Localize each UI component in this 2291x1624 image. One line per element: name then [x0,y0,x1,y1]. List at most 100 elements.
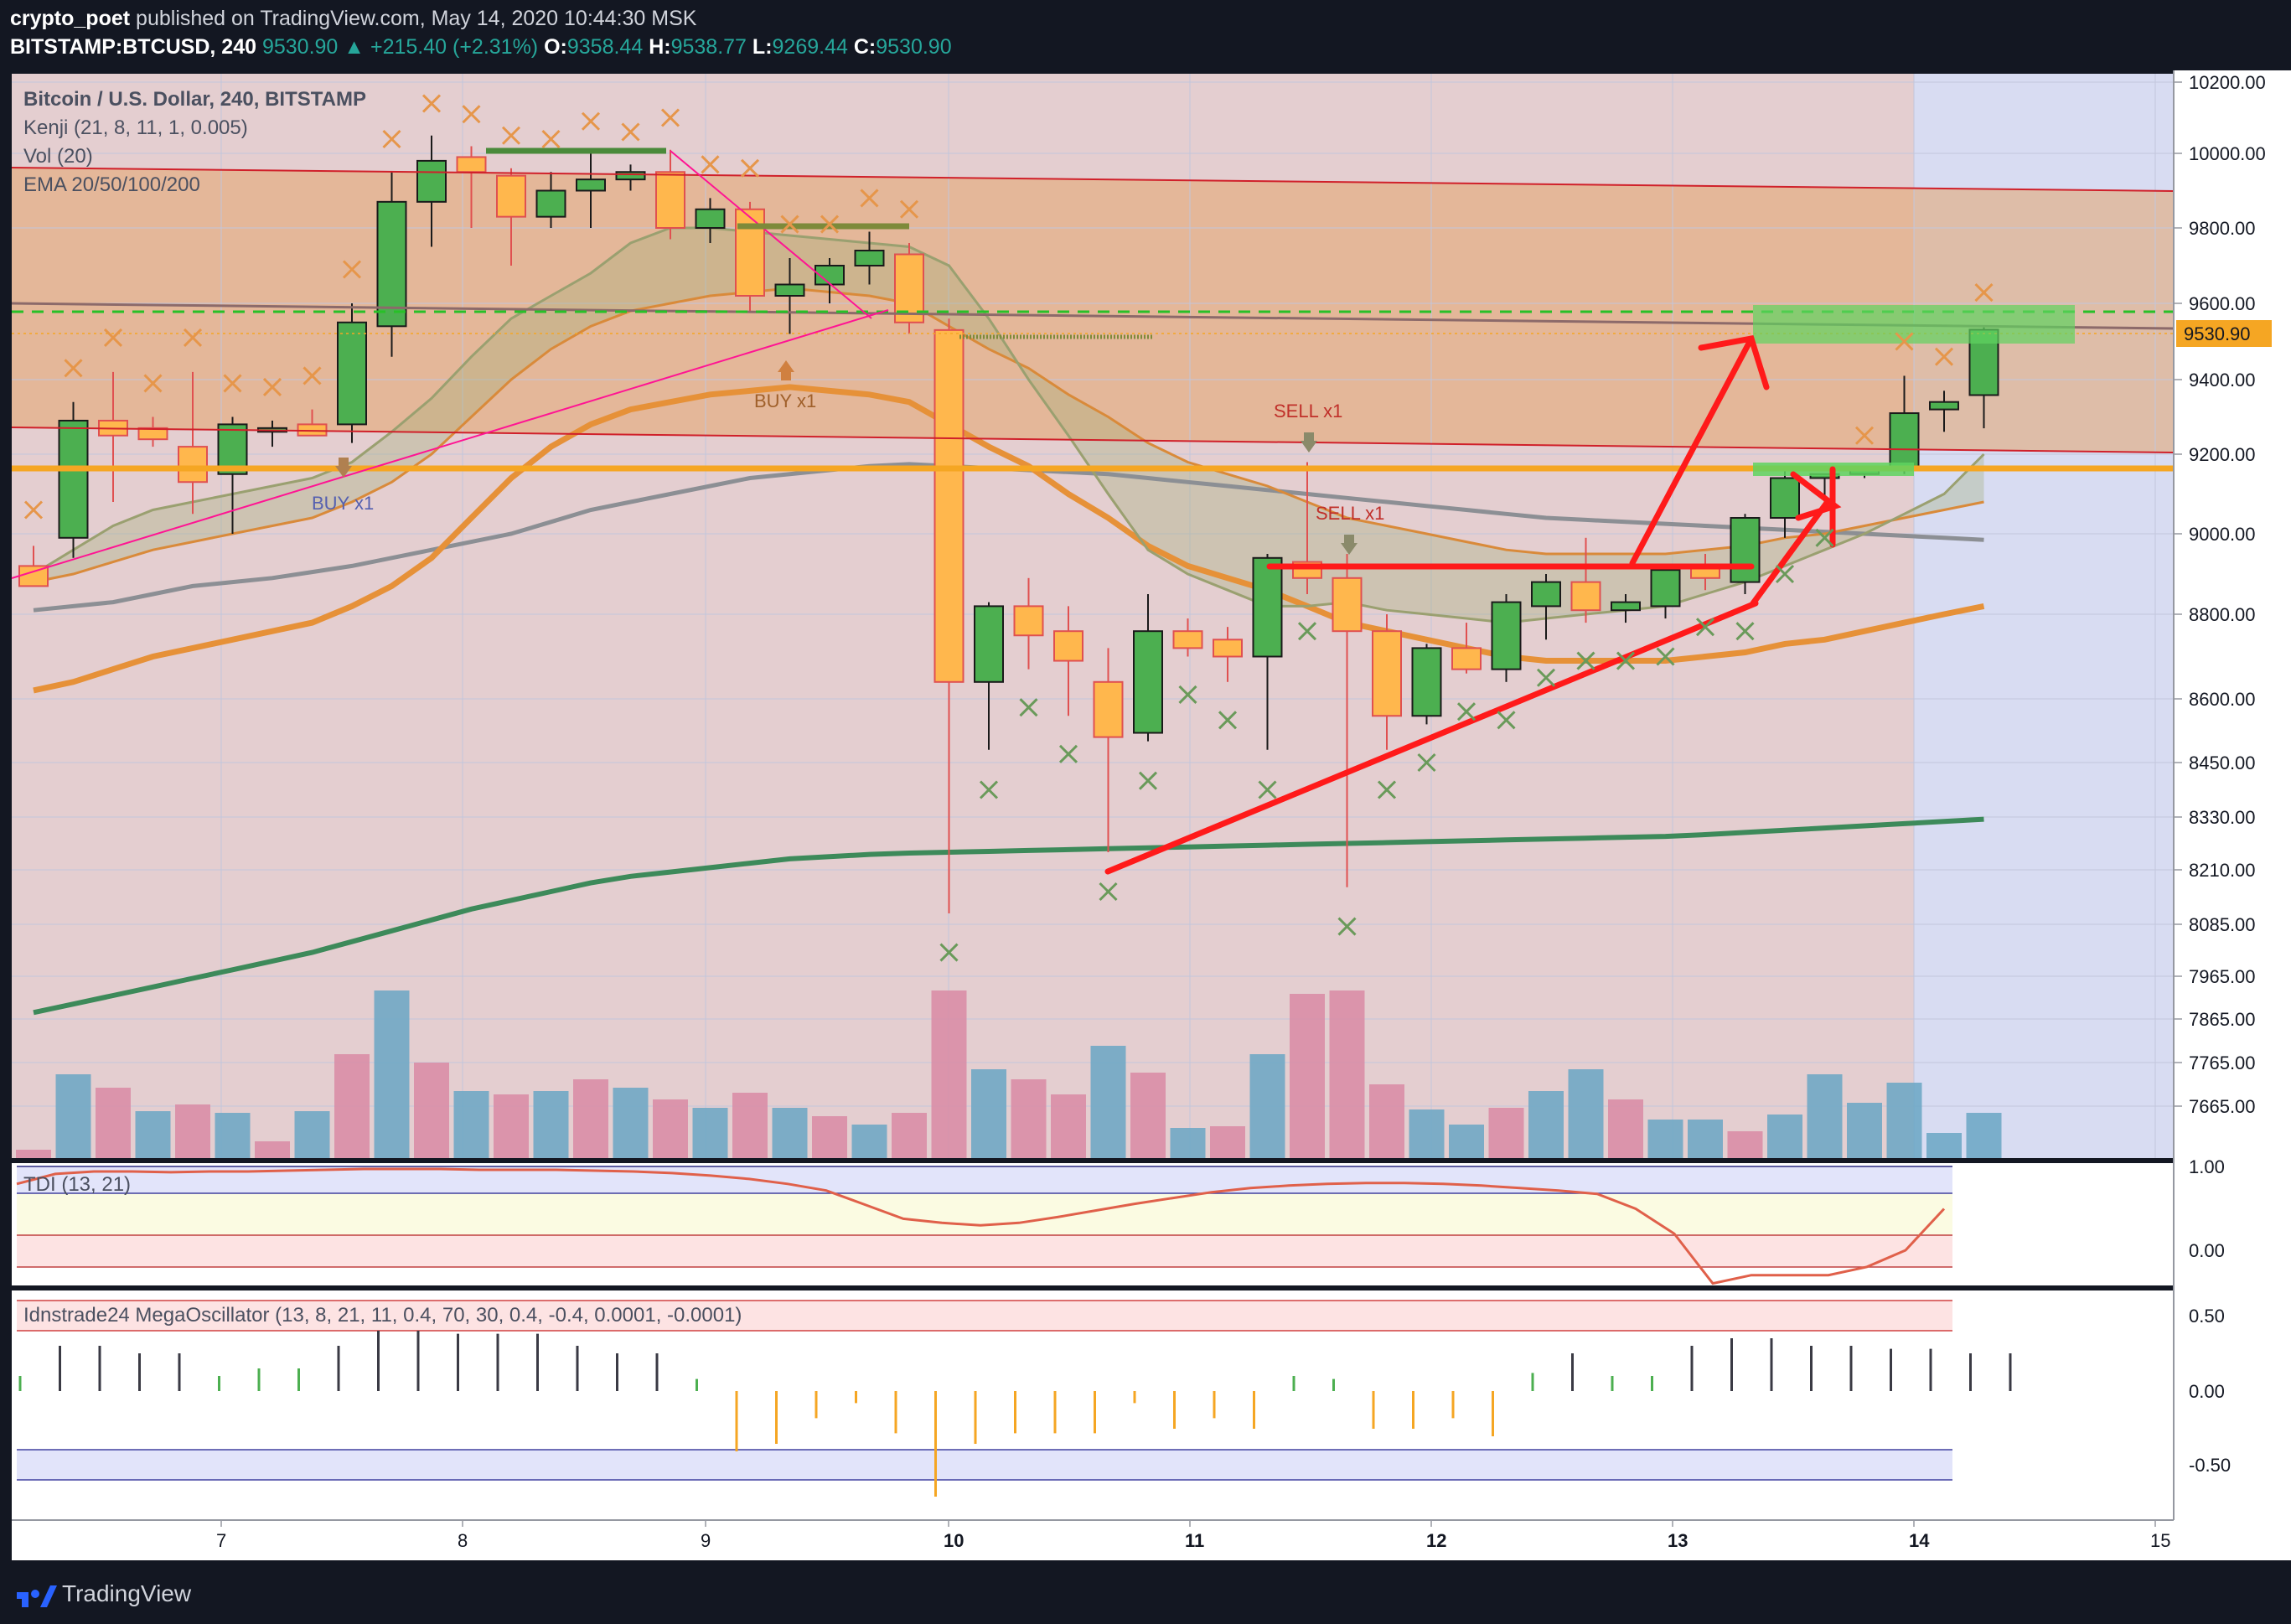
candle-body [1650,569,1681,608]
volume-bar [812,1116,847,1158]
mega-top-band [17,1301,1952,1331]
kenji-marker [1337,917,1357,936]
price-chart[interactable]: BUY x1 BUY x1 SELL x1 SELL x1 10200.00 10… [0,70,2291,1560]
close-value: 9530.90 [876,35,952,59]
price-tick-label: 7965.00 [2189,966,2256,987]
legend-vol[interactable]: Vol (20) [23,145,93,168]
author-name[interactable]: crypto_poet [10,7,131,30]
volume-bar [732,1093,768,1158]
channel-bottom-line [11,427,2175,453]
volume-bar [1528,1091,1564,1158]
price-tick-label: 10000.00 [2189,143,2266,164]
volume-bar [414,1063,449,1158]
time-tick-label: 11 [1185,1530,1204,1551]
trade-labels: BUY x1 BUY x1 SELL x1 SELL x1 [312,360,1384,555]
volume-bar [1051,1094,1086,1158]
candle-body [1531,581,1561,608]
volume-bar [692,1108,728,1158]
kenji-marker [1497,711,1516,730]
volume-bar [613,1088,649,1158]
volume-bar [573,1079,608,1158]
kenji-marker [1178,685,1197,705]
price-change: ▲ +215.40 (+2.31%) [344,35,539,59]
kenji-marker [979,780,999,799]
footer: TradingView [0,1560,2291,1624]
volume-bar [1449,1125,1484,1158]
price-tick-label: 9200.00 [2189,444,2256,465]
high-label: H: [649,35,671,59]
candles [18,135,1999,913]
candle-body [933,328,964,683]
candle-body [576,178,606,192]
published-text: published on TradingView.com, May 14, 20… [136,7,697,30]
kenji-markers [23,94,1994,962]
kenji-marker [501,126,521,145]
tdi-neutral-band [17,1193,1952,1235]
price-axis[interactable]: 10200.00 10000.00 9800.00 9600.00 9400.00 920… [2174,72,2266,1117]
kenji-marker [1377,780,1397,799]
open-label: O: [544,35,567,59]
ema-200-line [33,816,1984,1016]
price-tick-label: 8800.00 [2189,604,2256,625]
volume-bar [294,1111,330,1158]
candle-body [337,321,367,426]
volume-bar [1170,1128,1206,1158]
volume-bar [1290,994,1325,1158]
price-tick-label: 10200.00 [2189,72,2266,93]
volume-bar [374,990,410,1158]
mega-axis-label: 0.00 [2189,1381,2225,1402]
volume-bar [175,1104,210,1158]
kenji-marker [701,155,720,174]
candle-body [1093,680,1124,738]
volume-bar [931,990,967,1158]
candle-body [1491,601,1522,670]
legend-kenji[interactable]: Kenji (21, 8, 11, 1, 0.005) [23,116,248,139]
kenji-marker [223,374,242,393]
last-price-tag [2176,320,2272,347]
chart-header: crypto_poet published on TradingView.com… [0,0,2291,70]
volume-bar [494,1094,529,1158]
kenji-marker [1536,668,1556,687]
volume-bar [1767,1115,1802,1158]
low-label: L: [752,35,773,59]
tdi-label[interactable]: TDI (13, 21) [23,1173,132,1196]
kenji-marker [860,189,879,208]
mega-oscillator-label[interactable]: Idnstrade24 MegaOscillator (13, 8, 21, 1… [23,1304,742,1327]
candle-body [1133,630,1163,734]
kenji-marker [1854,426,1875,445]
tdi-signal-line [16,1167,1946,1285]
tradingview-logo-icon[interactable] [15,1580,57,1609]
price-tick-label: 8600.00 [2189,689,2256,710]
last-price-tag-text: 9530.90 [2184,323,2251,344]
price-tick-label: 9400.00 [2189,370,2256,390]
time-tick-label: 10 [944,1530,964,1551]
volume-bar [135,1111,171,1158]
volume-bar [971,1069,1006,1158]
price-tick-label: 9000.00 [2189,524,2256,545]
kenji-marker [183,328,203,348]
candle-body [1730,517,1761,583]
ema-50-line [33,384,1985,694]
time-tick-label: 8 [458,1530,468,1551]
kenji-marker [1417,753,1436,773]
candle-body [1172,630,1203,649]
volume-bar [1369,1084,1404,1158]
symbol-label[interactable]: BITSTAMP:BTCUSD, 240 [10,35,257,59]
volume-bar [851,1125,887,1158]
time-axis[interactable]: 7 8 9 10 11 12 13 14 15 [216,1520,2170,1551]
kenji-marker [64,359,83,378]
kenji-marker [899,199,919,219]
price-tick-label: 8450.00 [2189,753,2256,773]
volume-bar [96,1088,131,1158]
magenta-trendline-2 [670,150,872,319]
volume-bar [1210,1126,1245,1158]
tradingview-brand[interactable]: TradingView [62,1580,192,1606]
legend-title[interactable]: Bitcoin / U.S. Dollar, 240, BITSTAMP [23,88,366,111]
open-value: 9358.44 [566,35,644,59]
volume-bar [1090,1046,1126,1158]
candle-body [774,283,805,297]
magenta-trendline [11,309,889,579]
price-tick-label: 8330.00 [2189,807,2256,828]
legend-ema[interactable]: EMA 20/50/100/200 [23,173,200,196]
indicator-axes: 1.00 0.00 0.50 0.00 -0.50 [2189,1156,2231,1476]
